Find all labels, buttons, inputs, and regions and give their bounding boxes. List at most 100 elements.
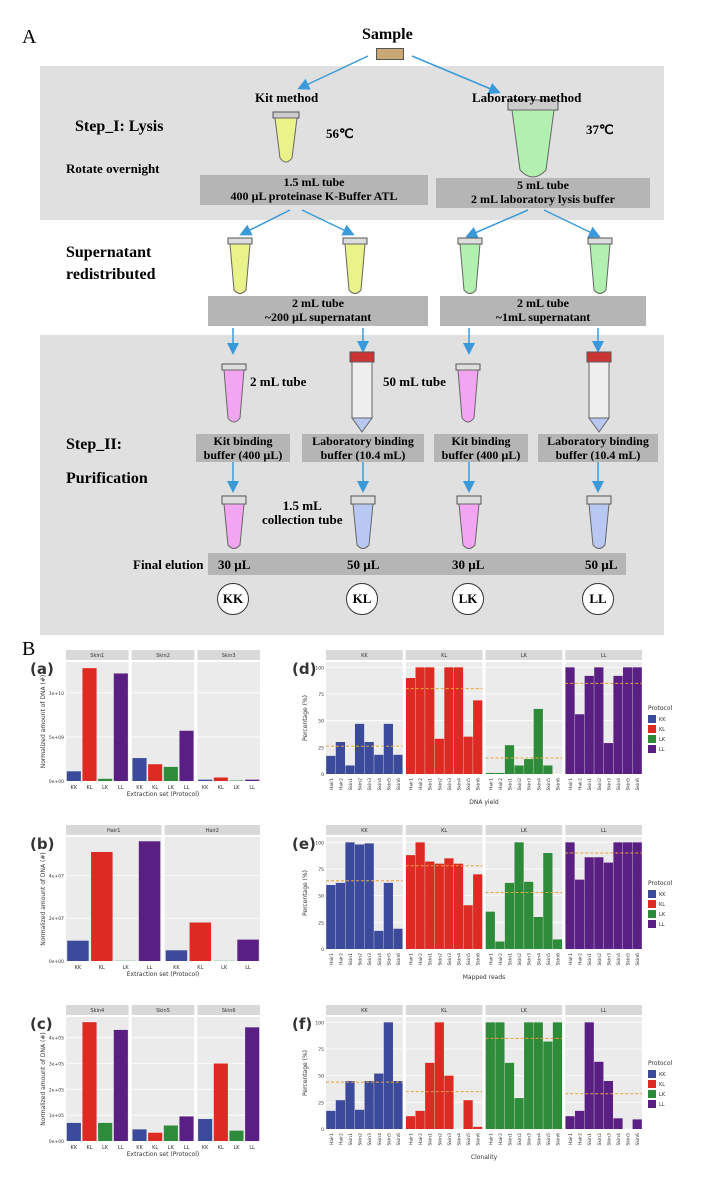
facet-strip [405, 825, 483, 835]
bar [514, 765, 524, 774]
lab-lysis-tube-icon [507, 99, 559, 178]
bar [524, 881, 534, 949]
bar [393, 754, 403, 774]
bar [444, 667, 454, 774]
x-tick-label: Skin1 [428, 953, 434, 966]
x-tick-label: Hair1 [568, 778, 574, 790]
binding-ll-line1: Laboratory binding [547, 434, 649, 448]
bar [82, 1022, 97, 1141]
bar [148, 1132, 163, 1141]
kit-method-label: Kit method [255, 90, 319, 105]
y-tick-label: 0 [321, 947, 324, 953]
bar [425, 861, 435, 949]
elution-ll: 50 µL [585, 557, 618, 572]
facet-strip [197, 1005, 260, 1015]
legend-swatch [648, 1070, 656, 1078]
x-tick-label: KL [152, 785, 158, 791]
legend-label: LL [659, 747, 665, 753]
binding-box-ll: Laboratory binding buffer (10.4 mL) [538, 434, 658, 462]
y-tick-label: 2e+07 [49, 916, 64, 922]
x-tick-label: Skin3 [447, 778, 453, 791]
x-tick-label: Skin3 [606, 778, 612, 791]
sample-icon [376, 48, 404, 60]
collection-label: 1.5 mL collection tube [262, 499, 343, 527]
y-tick-label: 25 [318, 920, 324, 926]
facet-panel [565, 1017, 642, 1129]
chart-panel-letter: (b) [30, 835, 54, 853]
y-tick-label: 75 [318, 867, 324, 873]
bar [229, 1130, 244, 1141]
bar [632, 667, 642, 774]
y-tick-label: 3e+05 [49, 1062, 64, 1068]
supernatant-line2: redistributed [66, 266, 156, 283]
y-axis-label: Percentage (%) [302, 870, 309, 916]
bar [473, 700, 483, 774]
bar [163, 1125, 178, 1141]
x-tick-label: KK [136, 785, 143, 791]
x-tick-label: KK [71, 785, 78, 791]
y-axis-label: Normalized amount of DNA (#) [40, 852, 47, 946]
legend-title: Protocol [648, 705, 673, 712]
final-elution-label: Final elution [133, 557, 204, 572]
facet-label: KK [361, 1008, 368, 1014]
facet-strip [164, 825, 260, 835]
bar [415, 842, 425, 949]
x-tick-label: LL [245, 965, 251, 971]
x-tick-label: Skin4 [616, 778, 622, 791]
x-tick-label: Skin2 [517, 778, 523, 791]
protocol-ll-circle: LL [582, 583, 614, 615]
bar [345, 1081, 355, 1129]
x-tick-label: Skin1 [507, 1133, 513, 1146]
bar [543, 765, 553, 774]
bar [415, 1110, 425, 1129]
binding-box-kk: Kit binding buffer (400 µL) [196, 434, 290, 462]
facet-label: LL [601, 1008, 607, 1014]
y-tick-label: 0e+00 [49, 779, 64, 785]
x-tick-label: LK [123, 965, 130, 971]
rotate-label: Rotate overnight [66, 161, 160, 176]
x-tick-label: Skin5 [466, 778, 472, 791]
x-tick-label: Skin4 [457, 953, 463, 966]
legend-label: LK [659, 1092, 666, 1098]
x-tick-label: Skin4 [536, 1133, 542, 1146]
legend-swatch [648, 890, 656, 898]
bar [354, 723, 365, 774]
x-tick-label: KL [197, 965, 203, 971]
bar [374, 754, 384, 774]
x-tick-label: Hair2 [338, 778, 344, 790]
x-tick-label: Skin5 [626, 953, 632, 966]
bar [485, 911, 495, 949]
x-tick-label: Skin2 [597, 1133, 603, 1146]
super-lab-volume: ~1mL supernatant [495, 310, 591, 324]
step2-label: Step_II: Purification [66, 428, 148, 496]
facet-label: Skin5 [156, 1008, 170, 1014]
x-tick-label: Skin5 [546, 778, 552, 791]
x-tick-label: Skin5 [466, 953, 472, 966]
bar [374, 1073, 384, 1129]
legend-swatch [648, 1090, 656, 1098]
protocol-lk-circle: LK [452, 583, 484, 615]
legend-title: Protocol [648, 1060, 673, 1067]
tube-50ml-label: 50 mL tube [383, 374, 446, 389]
x-axis-label: Mapped reads [463, 974, 506, 981]
bar [495, 772, 505, 774]
x-tick-label: Hair1 [409, 1133, 415, 1145]
bar [113, 673, 128, 781]
chart-panel-letter: (d) [292, 660, 316, 678]
x-tick-label: LK [102, 785, 109, 791]
lab-lysis-box: 5 mL tube 2 mL laboratory lysis buffer [436, 178, 650, 208]
binding-kl-line2: buffer (10.4 mL) [320, 448, 406, 462]
x-tick-label: LK [168, 1145, 175, 1151]
x-tick-label: Skin1 [348, 1133, 354, 1146]
bar [335, 742, 345, 774]
bar [354, 844, 365, 949]
x-tick-label: Skin3 [527, 953, 533, 966]
y-tick-label: 4e+07 [49, 873, 64, 879]
y-tick-label: 100 [315, 1020, 324, 1026]
bar [575, 714, 585, 774]
bar [485, 772, 495, 774]
bar [434, 863, 444, 949]
x-tick-label: Skin6 [476, 778, 482, 791]
